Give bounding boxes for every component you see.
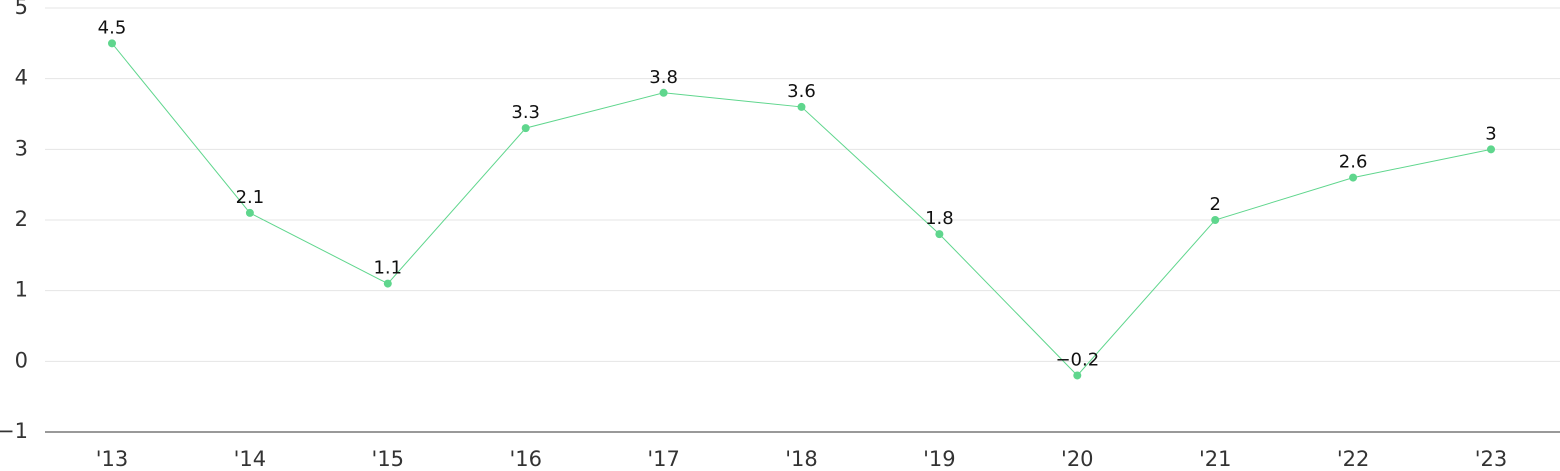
- y-tick-label: 5: [15, 0, 28, 19]
- data-label: 3.3: [511, 102, 540, 123]
- y-tick-label: 0: [15, 348, 28, 372]
- data-label: 3.8: [649, 67, 678, 88]
- x-tick-label: '23: [1475, 447, 1508, 471]
- point: [108, 39, 116, 48]
- y-tick-label: 4: [15, 66, 28, 90]
- x-tick-label: '15: [372, 447, 405, 471]
- point: [245, 208, 254, 217]
- data-label: 3: [1485, 123, 1496, 144]
- x-tick-label: '17: [647, 447, 680, 471]
- x-tick-label: '22: [1337, 447, 1370, 471]
- data-label: 1.8: [925, 208, 954, 229]
- point: [797, 102, 806, 111]
- x-tick-label: '18: [785, 447, 818, 471]
- y-tick-label: 3: [15, 136, 28, 160]
- data-label: 3.6: [787, 81, 816, 102]
- data-label: 1.1: [373, 258, 402, 279]
- y-tick-label: −1: [0, 419, 28, 443]
- point: [1211, 216, 1220, 224]
- x-tick-label: '20: [1061, 447, 1094, 471]
- y-tick-label: 2: [15, 207, 28, 231]
- x-tick-label: '13: [96, 447, 129, 471]
- y-tick-label: 1: [15, 278, 28, 302]
- data-label: 2.1: [236, 187, 265, 208]
- data-label: 2: [1209, 194, 1220, 215]
- x-tick-label: '19: [923, 447, 956, 471]
- x-tick-label: '16: [509, 447, 542, 471]
- point: [659, 88, 668, 97]
- point: [1349, 173, 1358, 182]
- data-label: −0.2: [1055, 349, 1099, 370]
- point: [521, 124, 530, 133]
- data-label: 2.6: [1339, 152, 1368, 173]
- point: [1073, 371, 1082, 380]
- data-label: 4.5: [98, 17, 127, 38]
- point: [383, 279, 392, 288]
- x-tick-label: '21: [1199, 447, 1232, 471]
- x-tick-label: '14: [234, 447, 267, 471]
- point: [1487, 145, 1495, 154]
- point: [935, 230, 944, 239]
